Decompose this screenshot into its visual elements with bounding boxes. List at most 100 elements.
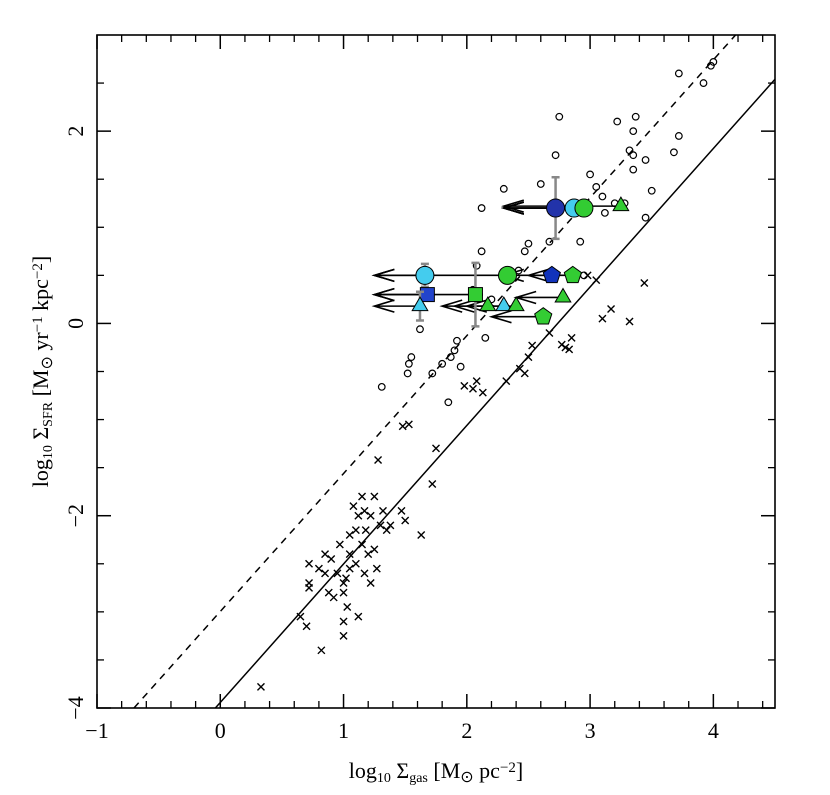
y-axis-label-part: [M <box>28 370 53 402</box>
cross-point <box>386 521 395 530</box>
open-circle-point <box>456 362 465 371</box>
cross-point <box>317 646 326 655</box>
y-axis-label-part: 10 <box>41 445 56 459</box>
x-axis-label-part: log <box>349 758 377 783</box>
y-axis-label-part: −1 <box>30 316 46 332</box>
y-tick-label: 0 <box>63 318 88 329</box>
open-circle-point <box>699 79 708 87</box>
open-circle-point <box>444 398 453 407</box>
open-circle-point <box>453 336 461 345</box>
open-circle-point <box>647 186 656 195</box>
x-axis-label-part: 10 <box>377 771 391 786</box>
cross-point <box>343 603 352 612</box>
y-axis-label-part: SFR <box>41 401 56 427</box>
cross-point <box>401 516 410 525</box>
cross-point <box>364 550 373 559</box>
open-circle-point <box>641 156 650 164</box>
cross-point <box>354 612 363 621</box>
cross-point <box>404 420 413 429</box>
open-circle-point <box>613 117 622 126</box>
limit-square <box>467 287 483 303</box>
cross-point <box>342 574 351 583</box>
open-circle-point <box>450 346 459 355</box>
cross-point <box>370 545 379 554</box>
cross-point <box>432 444 440 453</box>
y-axis-label-part: log <box>28 459 53 487</box>
cross-point <box>460 381 469 390</box>
x-tick-label: 1 <box>338 718 349 743</box>
x-axis-label-part: [M <box>428 758 460 783</box>
y-axis-label: log10 ΣSFR [M⊙ yr−1 kpc−2] <box>28 256 56 488</box>
cross-point <box>345 530 354 539</box>
open-circle-point <box>629 151 638 160</box>
cross-point <box>329 593 338 602</box>
open-circle-point <box>551 151 560 160</box>
limit-pentagon <box>563 265 582 284</box>
x-tick-label: −1 <box>85 718 108 743</box>
cross-point <box>502 377 511 386</box>
cross-point <box>339 588 348 597</box>
open-circle-point <box>404 359 413 368</box>
limit-circle <box>497 265 517 285</box>
x-tick-label: 4 <box>708 718 719 743</box>
limit-triangle <box>411 296 429 312</box>
cross-point <box>428 479 437 488</box>
upper-limit-arrow <box>371 268 508 283</box>
cross-point <box>625 317 634 326</box>
cross-point <box>335 540 344 549</box>
cross-point <box>305 583 314 592</box>
limit-triangle <box>507 296 525 312</box>
x-axis-label-part: ⊙ <box>460 769 473 786</box>
open-circle-point <box>377 382 386 391</box>
cross-point <box>361 526 370 535</box>
upper-limit-arrow <box>371 299 420 313</box>
cross-point <box>349 502 358 511</box>
y-axis-label-part: kpc <box>28 279 53 317</box>
cross-point <box>321 550 330 559</box>
open-circle-point <box>524 239 533 248</box>
open-circle-point <box>416 325 424 334</box>
cross-point <box>256 682 265 691</box>
y-tick-label: −2 <box>63 504 88 527</box>
y-tick-label: 2 <box>63 126 88 137</box>
open-circle-point <box>536 180 545 188</box>
x-axis-label-part: gas <box>409 771 428 786</box>
cross-point <box>640 279 649 288</box>
open-circle-point <box>403 369 412 378</box>
x-axis-label-part: pc <box>474 758 501 783</box>
cross-point <box>339 631 348 640</box>
limit-triangle <box>495 296 513 312</box>
cross-point <box>327 554 336 563</box>
cross-point <box>545 329 554 338</box>
cross-point <box>592 276 601 285</box>
limit-circle <box>546 198 566 218</box>
cross-point <box>372 564 381 573</box>
limit-triangle <box>554 287 572 303</box>
cross-point <box>305 559 314 568</box>
open-circle-point <box>709 58 718 66</box>
cross-point <box>607 305 616 314</box>
limit-circle <box>574 198 594 218</box>
cross-point <box>333 569 342 578</box>
cross-point <box>339 579 348 588</box>
x-axis-label-part: Σ <box>391 758 409 783</box>
limit-circle <box>415 265 435 285</box>
cross-point <box>472 377 481 386</box>
cross-point <box>351 559 360 568</box>
plot-frame <box>96 34 776 709</box>
open-circle-point <box>520 247 529 256</box>
open-circle-point <box>545 237 554 246</box>
cross-point <box>524 353 533 362</box>
cross-point <box>358 540 367 549</box>
cross-point <box>314 564 323 573</box>
cross-point <box>567 333 576 342</box>
x-tick-label: 3 <box>585 718 596 743</box>
cross-point <box>370 492 379 501</box>
cross-point <box>366 511 375 520</box>
cross-point <box>478 388 487 397</box>
cross-point <box>598 314 607 323</box>
open-circle-point <box>600 208 609 217</box>
open-circle-point <box>674 69 683 78</box>
cross-point <box>374 455 383 464</box>
